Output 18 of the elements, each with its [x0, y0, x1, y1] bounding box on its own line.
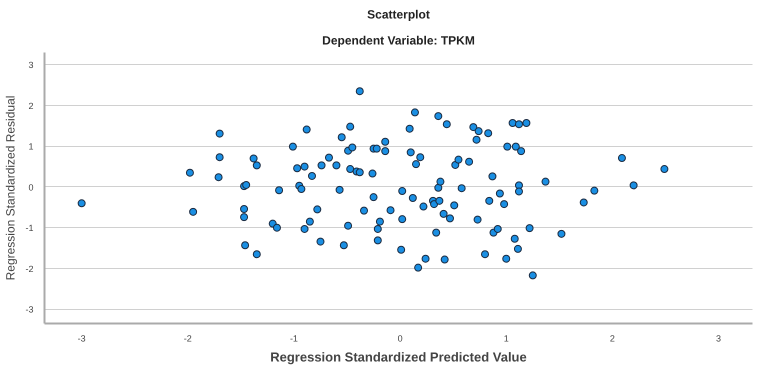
y-tick-label: 1 [28, 142, 34, 152]
x-tick-label: 0 [398, 334, 403, 344]
x-tick-label: 1 [504, 334, 509, 344]
x-tick-label: -3 [78, 334, 86, 344]
x-tick-label: -1 [290, 334, 298, 344]
x-tick-label: 2 [610, 334, 615, 344]
y-tick-label: 0 [28, 182, 34, 192]
y-tick-label: -1 [26, 223, 34, 234]
x-tick-label: 3 [716, 334, 722, 344]
x-axis-title: Regression Standardized Predicted Value [270, 350, 527, 364]
y-tick-label: 3 [28, 60, 34, 70]
y-tick-label: 2 [28, 100, 34, 111]
y-axis-title: Regression Standardized Residual [4, 96, 18, 280]
x-tick-label: -2 [184, 334, 192, 344]
chart-subtitle: Dependent Variable: TPKM [322, 34, 475, 48]
y-tick-label: -3 [26, 304, 34, 315]
y-tick-label: -2 [26, 264, 34, 274]
chart-title: Scatterplot [367, 8, 430, 22]
